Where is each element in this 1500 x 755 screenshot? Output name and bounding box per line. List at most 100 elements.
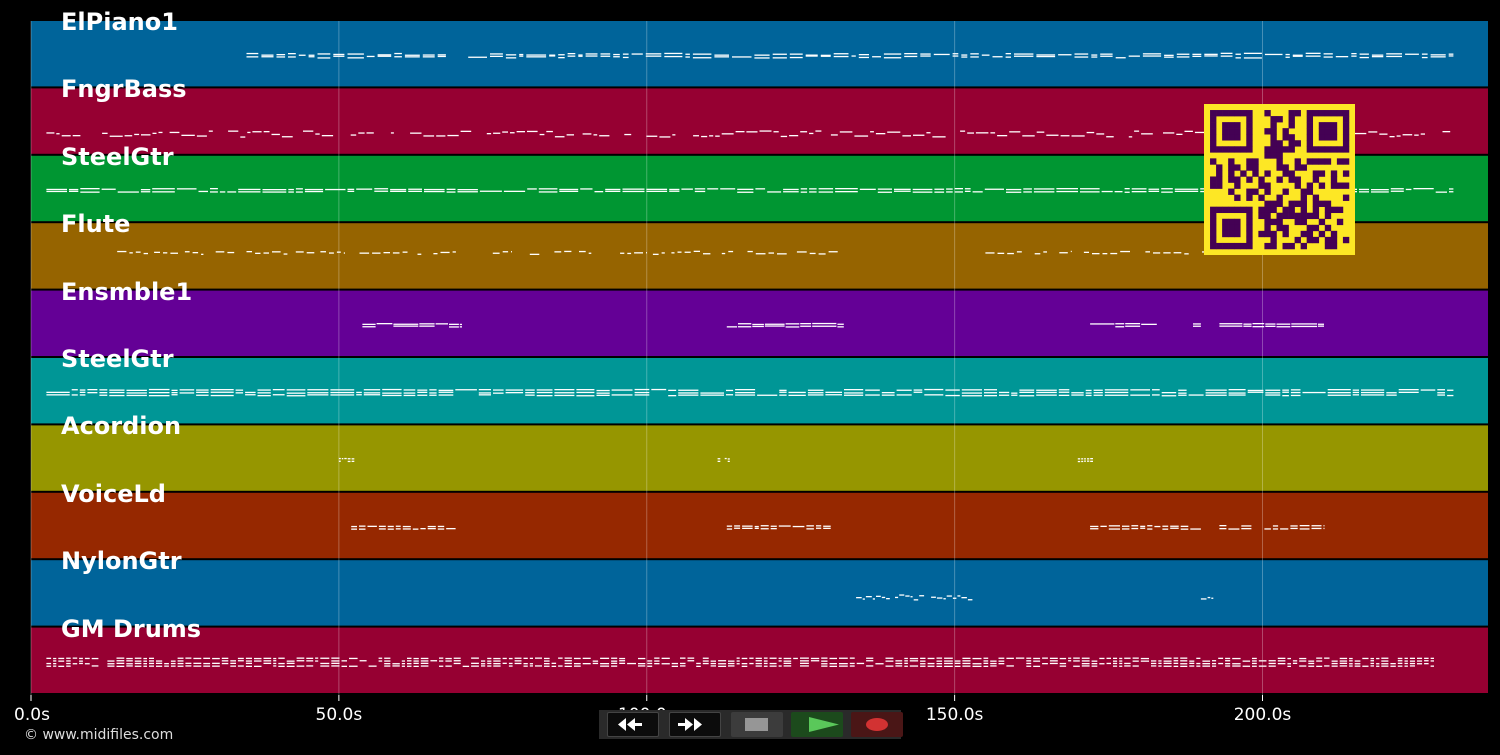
track-lane[interactable]: [31, 425, 1488, 491]
midi-note: [946, 595, 952, 597]
midi-note: [286, 665, 295, 667]
qr-module: [1294, 212, 1301, 220]
qr-module: [1318, 128, 1326, 135]
midi-note: [140, 191, 151, 193]
midi-note: [1176, 53, 1190, 55]
midi-note: [809, 188, 817, 190]
qr-module: [1324, 200, 1332, 207]
track-lane[interactable]: [31, 492, 1488, 559]
midi-note: [330, 391, 355, 394]
midi-note: [613, 53, 620, 56]
midi-note: [954, 660, 961, 662]
midi-note: [895, 662, 903, 665]
midi-note: [1091, 660, 1098, 662]
midi-note: [1192, 55, 1202, 57]
midi-note: [1272, 525, 1279, 527]
track-lane[interactable]: [31, 358, 1488, 424]
qr-module: [1234, 242, 1241, 250]
midi-note: [1318, 323, 1324, 325]
midi-note: [295, 191, 303, 193]
midi-note: [1225, 663, 1231, 665]
midi-note: [1014, 55, 1034, 57]
midi-note: [821, 660, 828, 662]
midi-note: [664, 52, 683, 55]
midi-note: [1435, 191, 1447, 193]
qr-module: [1258, 206, 1265, 214]
record-button[interactable]: [851, 712, 903, 737]
midi-note: [661, 252, 665, 254]
fast-forward-button[interactable]: [669, 712, 721, 737]
stop-button[interactable]: [731, 712, 783, 737]
midi-note: [825, 391, 842, 393]
midi-note: [58, 665, 65, 667]
midi-note: [349, 657, 358, 660]
play-button[interactable]: [791, 712, 843, 737]
midi-note: [1232, 665, 1241, 667]
midi-note: [134, 660, 142, 662]
midi-note: [934, 188, 945, 190]
qr-module: [1210, 206, 1217, 214]
midi-note: [87, 392, 98, 394]
track-lane[interactable]: [31, 560, 1488, 626]
qr-module: [1252, 188, 1259, 195]
midi-note: [789, 53, 803, 55]
midi-note: [1140, 657, 1149, 660]
midi-note: [402, 528, 411, 530]
midi-note: [1058, 394, 1070, 396]
midi-note: [967, 599, 973, 601]
midi-note: [634, 252, 643, 254]
midi-note: [820, 54, 831, 56]
midi-note: [338, 457, 341, 460]
qr-module: [1282, 188, 1289, 195]
midi-note: [1190, 528, 1201, 530]
midi-note: [143, 657, 147, 660]
midi-note: [80, 188, 100, 190]
midi-note: [384, 663, 391, 665]
qr-module: [1264, 188, 1271, 195]
qr-module: [1306, 230, 1314, 238]
midi-note: [263, 660, 272, 662]
midi-note: [763, 657, 768, 659]
midi-note: [149, 657, 154, 659]
midi-note: [872, 56, 881, 58]
midi-note: [367, 525, 377, 527]
midi-note: [1151, 665, 1157, 667]
qr-module: [1342, 182, 1350, 189]
midi-note: [1430, 665, 1434, 667]
midi-note: [1022, 135, 1035, 137]
qr-module: [1264, 200, 1271, 207]
midi-note: [1033, 660, 1041, 662]
midi-note: [741, 665, 748, 667]
qr-module: [1342, 116, 1350, 123]
midi-note: [559, 188, 579, 191]
midi-note: [872, 598, 875, 600]
midi-note: [107, 663, 115, 665]
midi-note: [904, 53, 918, 55]
midi-note: [170, 252, 178, 254]
midi-note: [1323, 56, 1333, 58]
midi-note: [390, 132, 394, 134]
midi-note: [71, 389, 78, 391]
track-lane[interactable]: [31, 290, 1488, 356]
qr-module: [1222, 206, 1229, 214]
midi-note: [671, 665, 678, 667]
midi-note: [1405, 188, 1412, 191]
midi-note: [613, 56, 620, 58]
midi-note: [359, 660, 367, 662]
midi-note: [1282, 389, 1289, 391]
midi-note: [962, 660, 971, 662]
midi-note: [304, 190, 324, 193]
midi-note: [582, 663, 591, 665]
midi-note: [1368, 131, 1378, 133]
rewind-button[interactable]: [607, 712, 659, 737]
track-name-label: VoiceLd: [61, 479, 166, 508]
midi-note: [1243, 325, 1252, 327]
midi-note: [668, 395, 677, 397]
midi-note: [407, 660, 412, 662]
midi-note: [198, 190, 208, 193]
qr-module: [1276, 164, 1283, 171]
midi-note: [230, 660, 236, 662]
midi-note: [493, 665, 501, 667]
midi-note: [490, 55, 503, 57]
midi-note: [1196, 657, 1201, 659]
